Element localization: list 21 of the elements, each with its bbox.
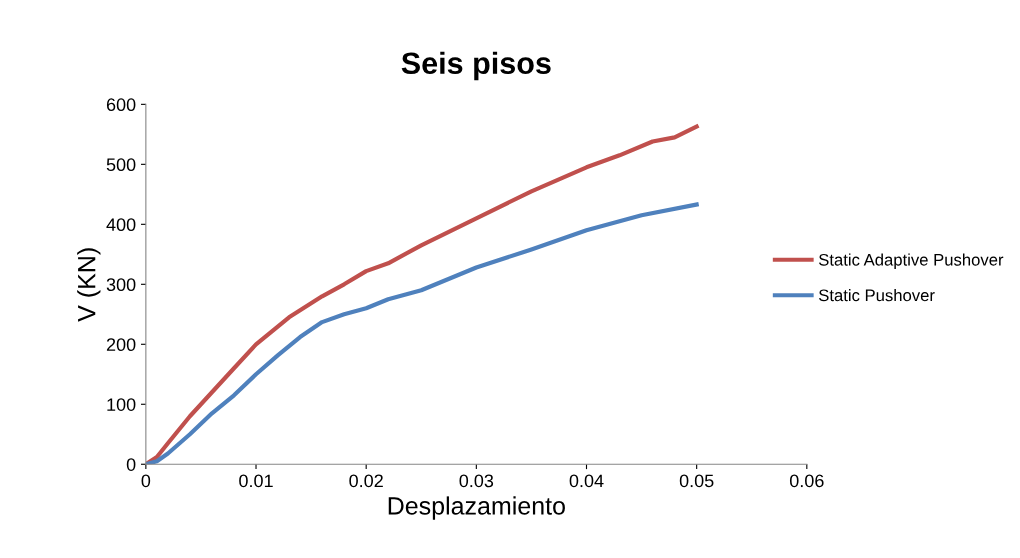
x-tick-label: 0.05 [679, 474, 714, 488]
y-tick-label: 600 [106, 98, 136, 112]
y-tick-label: 100 [107, 398, 136, 411]
legend-label: Static Pushover [818, 289, 935, 302]
x-tick-label: 0.04 [569, 474, 604, 488]
y-tick-label: 400 [106, 218, 136, 232]
y-tick-label: 0 [126, 458, 136, 471]
x-tick-label: 0.01 [239, 474, 273, 488]
y-tick-label: 300 [106, 278, 136, 292]
x-axis-title: Desplazamiento [388, 496, 565, 520]
x-tick-label: 0 [141, 474, 151, 488]
x-tick-label: 0.02 [349, 474, 383, 488]
x-tick-label: 0.06 [789, 474, 824, 488]
line-series [145, 202, 699, 465]
legend-label: Static Adaptive Pushover [818, 253, 1004, 269]
line-series [145, 124, 699, 465]
y-tick-label: 200 [106, 338, 136, 352]
y-tick-label: 500 [106, 158, 136, 172]
x-tick-label: 0.03 [459, 474, 494, 488]
y-axis-title: V (KN) [77, 248, 101, 322]
chart-title: Seis pisos [401, 51, 551, 81]
